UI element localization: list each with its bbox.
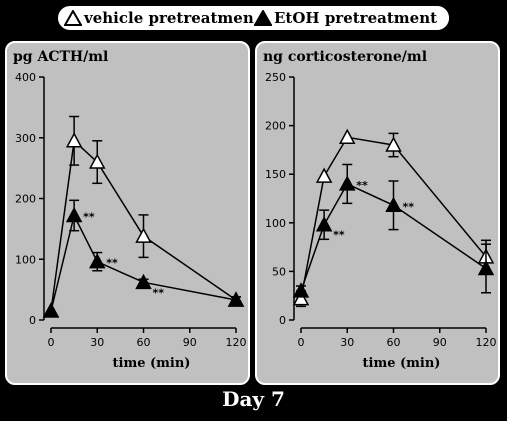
- filled-triangle-icon: [254, 10, 272, 26]
- y-tick-label: 100: [265, 217, 286, 230]
- data-point: [338, 175, 356, 191]
- x-tick-label: 60: [387, 336, 401, 349]
- y-tick-label: 0: [279, 314, 286, 327]
- x-tick-label: 120: [476, 336, 497, 349]
- x-tick-label: 30: [90, 336, 104, 349]
- data-point: [227, 291, 245, 307]
- figure-caption: Day 7: [222, 387, 285, 411]
- x-tick-label: 90: [183, 336, 197, 349]
- series-1: [292, 163, 495, 298]
- data-point: [477, 259, 495, 276]
- x-tick-label: 60: [137, 336, 151, 349]
- data-point: [385, 136, 402, 152]
- significance-label: **: [403, 200, 415, 213]
- data-point: [135, 227, 152, 243]
- y-tick-label: 0: [29, 314, 36, 327]
- corticosterone-panel: ng corticosterone/ml 0 50 100 150 200 250 0 30 60…: [255, 41, 500, 385]
- significance-label: **: [106, 257, 118, 270]
- data-point: [338, 128, 356, 145]
- data-point: [65, 206, 83, 223]
- chart-title: ng corticosterone/ml: [263, 49, 427, 65]
- legend-item-vehicle: vehicle pretreatment: [64, 6, 261, 30]
- corticosterone-chart: ng corticosterone/ml 0 50 100 150 200 250 0 30 60…: [263, 49, 497, 371]
- significance-label: **: [83, 211, 95, 224]
- acth-panel: pg ACTH/ml 0 100 200 300 400 0 30 60 90 120 time (m…: [5, 41, 250, 385]
- significance-label: **: [333, 229, 345, 242]
- data-point: [135, 273, 152, 290]
- acth-chart: pg ACTH/ml 0 100 200 300 400 0 30 60 90 120 time (m…: [13, 49, 247, 371]
- legend-item-etoh: EtOH pretreatment: [254, 6, 449, 30]
- data-point: [315, 167, 333, 183]
- data-point: [315, 216, 333, 232]
- legend-label-etoh: EtOH pretreatment: [274, 9, 438, 27]
- data-point: [292, 290, 310, 306]
- y-tick-label: 100: [15, 253, 36, 266]
- x-tick-label: 30: [340, 336, 354, 349]
- legend: vehicle pretreatment EtOH pretreatment: [58, 6, 449, 30]
- y-tick-label: 150: [265, 168, 286, 181]
- x-axis-label: time (min): [113, 356, 191, 371]
- data-point: [65, 132, 83, 148]
- legend-label-vehicle: vehicle pretreatment: [84, 9, 261, 27]
- data-point: [42, 302, 60, 318]
- open-triangle-icon: [64, 10, 82, 26]
- data-point: [292, 282, 310, 298]
- chart-title: pg ACTH/ml: [13, 49, 108, 65]
- x-tick-label: 0: [48, 336, 55, 349]
- significance-label: **: [356, 179, 368, 192]
- x-tick-label: 120: [226, 336, 247, 349]
- x-tick-label: 90: [433, 336, 447, 349]
- x-axis-label: time (min): [363, 356, 441, 371]
- data-point: [88, 253, 106, 269]
- y-tick-label: 200: [15, 193, 36, 206]
- data-point: [385, 196, 402, 213]
- y-tick-label: 50: [272, 265, 286, 278]
- data-point: [88, 153, 106, 169]
- y-tick-label: 200: [265, 120, 286, 133]
- y-tick-label: 250: [265, 71, 286, 84]
- y-tick-label: 300: [15, 132, 36, 145]
- y-tick-label: 400: [15, 71, 36, 84]
- series-1: [42, 199, 245, 318]
- significance-label: **: [153, 286, 165, 299]
- x-tick-label: 0: [298, 336, 305, 349]
